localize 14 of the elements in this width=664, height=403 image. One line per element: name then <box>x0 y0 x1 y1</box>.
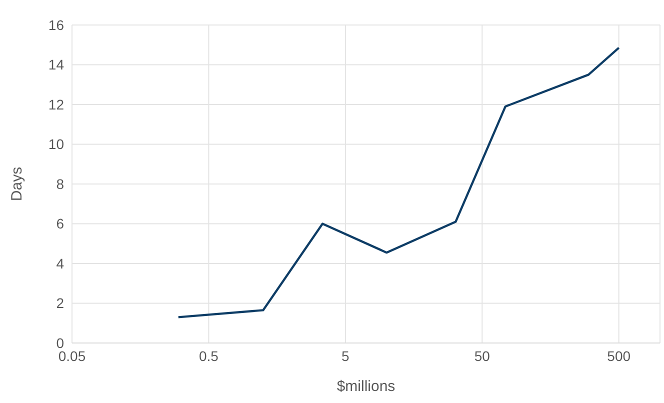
y-tick-label: 6 <box>56 216 64 232</box>
y-tick-label: 16 <box>48 16 64 33</box>
y-tick-label: 14 <box>48 56 64 73</box>
x-axis-title: $millions <box>336 378 396 395</box>
y-tick-label: 4 <box>56 255 64 272</box>
y-tick-label: 2 <box>56 295 64 312</box>
x-tick-label: 0.5 <box>198 348 219 364</box>
y-axis-title: Days <box>8 166 26 202</box>
y-tick-label: 12 <box>48 96 64 112</box>
x-tick-label: 50 <box>474 348 490 364</box>
x-tick-label: 500 <box>607 348 631 364</box>
y-tick-label: 10 <box>48 136 64 152</box>
y-tick-label: 8 <box>56 176 64 192</box>
x-tick-label: 5 <box>342 348 350 364</box>
